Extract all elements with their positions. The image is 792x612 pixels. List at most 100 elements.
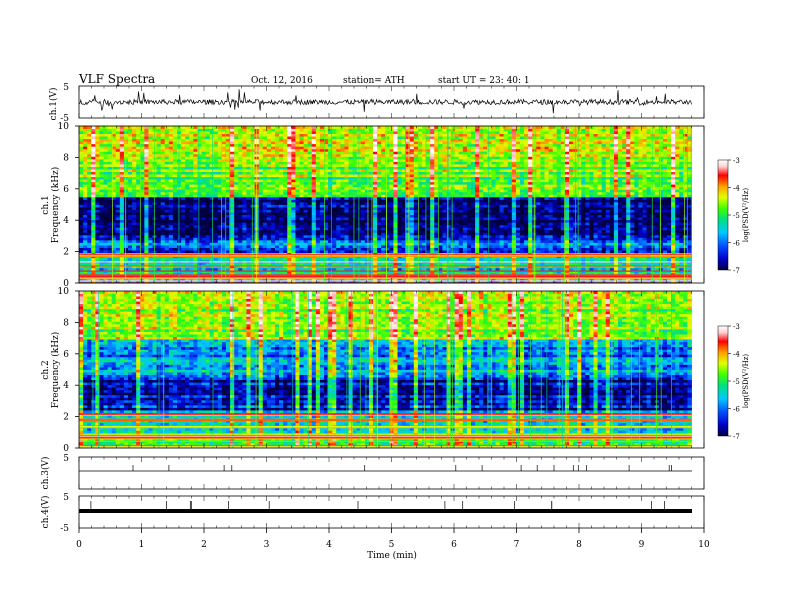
heat-cell xyxy=(164,224,170,228)
heat-cell xyxy=(275,227,280,231)
heat-cell xyxy=(520,267,525,271)
heat-cell xyxy=(528,262,533,266)
heat-cell xyxy=(91,245,96,248)
heat-cell xyxy=(344,245,349,248)
heat-cell xyxy=(238,224,243,228)
heat-cell xyxy=(270,265,276,269)
heat-cell xyxy=(270,257,276,261)
heat-cell xyxy=(119,272,125,276)
heat-cell xyxy=(373,219,378,223)
heat-cell xyxy=(544,239,549,243)
heat-cell xyxy=(564,245,570,248)
heat-cell xyxy=(544,229,549,233)
heat-cell xyxy=(679,209,684,213)
heat-cell xyxy=(548,219,554,223)
heat-cell xyxy=(475,209,480,213)
heat-cell xyxy=(221,214,227,218)
heat-cell xyxy=(687,212,692,216)
heat-cell xyxy=(667,234,672,238)
heat-cell xyxy=(111,237,117,241)
heat-cell xyxy=(601,229,607,233)
heat-cell xyxy=(471,247,476,251)
heat-cell xyxy=(442,227,447,231)
heat-cell xyxy=(189,232,194,236)
heat-cell xyxy=(172,277,178,281)
heat-cell xyxy=(417,199,423,203)
heat-cell xyxy=(79,227,84,231)
heat-cell xyxy=(393,257,398,261)
heat-cell xyxy=(364,245,370,248)
heat-cell xyxy=(536,212,541,216)
heat-cell xyxy=(389,272,394,276)
heat-cell xyxy=(226,207,231,210)
heat-cell xyxy=(221,277,227,281)
heat-cell xyxy=(487,227,492,231)
heat-cell xyxy=(299,234,304,238)
heat-cell xyxy=(111,229,117,233)
heat-cell xyxy=(462,265,468,269)
heat-cell xyxy=(581,222,586,226)
heat-cell xyxy=(140,201,145,205)
heat-cell xyxy=(128,242,133,246)
heat-cell xyxy=(569,219,574,223)
heat-cell xyxy=(262,265,268,269)
heat-cell xyxy=(426,277,431,281)
heat-cell xyxy=(385,247,390,251)
heat-cell xyxy=(115,199,121,203)
heat-cell xyxy=(181,277,186,281)
heat-cell xyxy=(520,207,525,210)
heat-cell xyxy=(601,237,607,241)
heat-cell xyxy=(442,267,447,271)
heat-cell xyxy=(634,234,639,238)
heat-cell xyxy=(385,257,390,261)
heat-cell xyxy=(99,237,104,241)
heat-cell xyxy=(585,224,590,228)
heat-cell xyxy=(515,267,521,271)
heat-cell xyxy=(156,245,162,248)
heat-cell xyxy=(630,219,635,223)
heat-cell xyxy=(577,265,582,269)
heat-cell xyxy=(544,250,549,254)
heat-cell xyxy=(552,201,558,205)
heat-cell xyxy=(115,229,121,233)
heat-cell xyxy=(515,245,521,248)
heat-cell xyxy=(303,280,309,284)
heat-cell xyxy=(295,267,300,271)
heat-cell xyxy=(397,201,402,205)
heat-cell xyxy=(593,280,598,284)
heat-cell xyxy=(217,245,223,248)
heat-cell xyxy=(442,280,447,284)
heat-cell xyxy=(626,250,631,254)
heat-cell xyxy=(340,242,345,246)
heat-cell xyxy=(630,201,635,205)
heat-cell xyxy=(340,214,345,218)
heat-cell xyxy=(515,277,521,281)
heat-cell xyxy=(299,199,304,203)
heat-cell xyxy=(462,219,468,223)
heat-cell xyxy=(221,217,227,221)
heat-cell xyxy=(336,247,341,251)
heat-cell xyxy=(450,212,456,216)
heat-cell xyxy=(385,201,390,205)
heat-cell xyxy=(499,204,505,208)
heat-cell xyxy=(95,239,100,243)
heat-cell xyxy=(217,204,223,208)
heat-cell xyxy=(193,201,198,205)
heat-cell xyxy=(209,214,215,218)
heat-cell xyxy=(172,204,178,208)
heat-cell xyxy=(515,201,521,205)
heat-cell xyxy=(328,239,333,243)
heat-cell xyxy=(324,262,329,266)
heat-cell xyxy=(618,224,623,228)
heat-cell xyxy=(671,204,676,208)
heat-cell xyxy=(295,207,300,210)
heat-cell xyxy=(397,277,402,281)
heat-cell xyxy=(605,234,611,238)
heat-cell xyxy=(377,272,382,276)
heat-cell xyxy=(140,212,145,216)
heat-cell xyxy=(544,257,549,261)
heat-cell xyxy=(373,229,378,233)
heat-cell xyxy=(83,265,88,269)
heat-cell xyxy=(352,199,358,203)
heat-cell xyxy=(352,227,358,231)
